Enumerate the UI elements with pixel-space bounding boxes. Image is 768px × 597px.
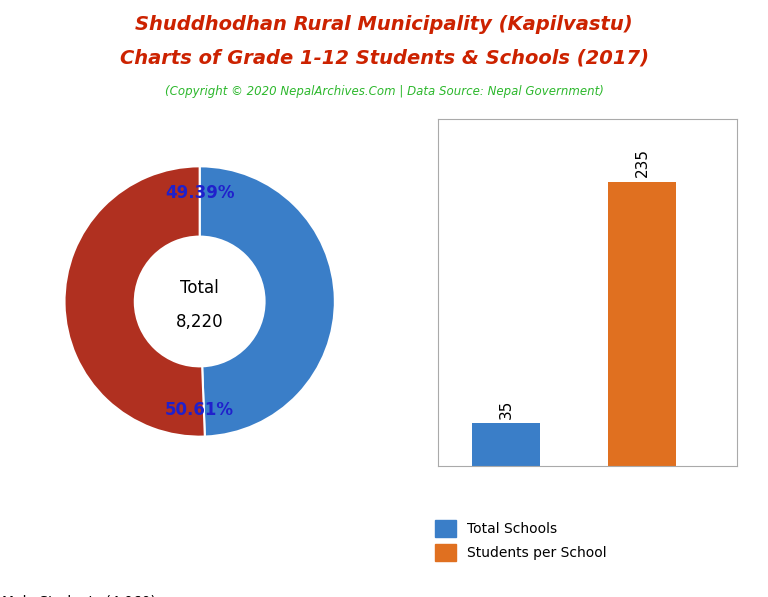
Text: 35: 35	[498, 399, 513, 418]
Bar	[608, 182, 676, 466]
Wedge shape	[65, 167, 205, 436]
Text: 8,220: 8,220	[176, 313, 223, 331]
Wedge shape	[200, 167, 335, 436]
Legend: Male Students (4,060), Female Students (4,160): Male Students (4,060), Female Students (…	[0, 587, 178, 597]
Bar	[472, 423, 540, 466]
Text: Shuddhodhan Rural Municipality (Kapilvastu): Shuddhodhan Rural Municipality (Kapilvas…	[135, 15, 633, 34]
Text: Charts of Grade 1-12 Students & Schools (2017): Charts of Grade 1-12 Students & Schools …	[120, 49, 648, 68]
Legend: Total Schools, Students per School: Total Schools, Students per School	[430, 514, 612, 566]
Text: 49.39%: 49.39%	[165, 184, 234, 202]
Text: 50.61%: 50.61%	[165, 401, 234, 418]
Text: Total: Total	[180, 279, 219, 297]
Text: (Copyright © 2020 NepalArchives.Com | Data Source: Nepal Government): (Copyright © 2020 NepalArchives.Com | Da…	[164, 85, 604, 98]
Text: 235: 235	[634, 148, 650, 177]
